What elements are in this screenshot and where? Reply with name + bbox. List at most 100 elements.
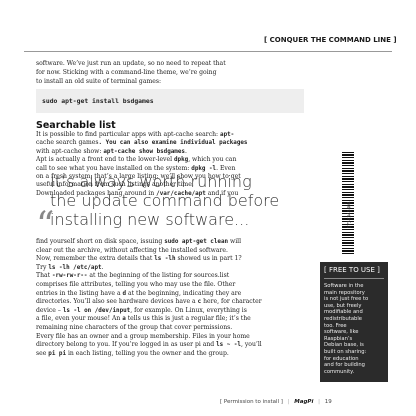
intro-line: software. We’ve just run an update, so n… xyxy=(36,60,226,67)
inline-code: -rw-rw-r-- xyxy=(52,273,88,280)
text-line: on a fresh system, that’s a large listin… xyxy=(36,173,304,181)
text-run: directories. You’ll also see hardware de… xyxy=(36,298,198,306)
quote-mark-icon: “ xyxy=(36,205,55,246)
text-run: Apt is actually a front end to the lower… xyxy=(36,156,174,164)
sidebar-line: too. Free xyxy=(324,322,347,329)
text-run: directory belong to you. If you’re logge… xyxy=(36,341,217,349)
text-line: clear out the archive, without affecting… xyxy=(36,247,304,255)
text-run: in each listing, telling you the owner a… xyxy=(66,349,229,357)
text-run: . Even xyxy=(216,164,236,172)
text-run: useful information from such listings an… xyxy=(36,181,194,189)
text-run: and if you xyxy=(205,189,239,197)
inline-code: c xyxy=(197,299,202,306)
text-run: . xyxy=(184,147,187,155)
text-run: , which you can xyxy=(188,156,237,164)
pull-quote-line: the update command before xyxy=(50,191,280,210)
footer-section-label: [ Permission to install ] xyxy=(220,399,283,405)
text-line: Try ls -lh /etc/apt. xyxy=(36,264,304,272)
text-line: remaining nine characters of the group t… xyxy=(36,324,304,332)
text-run: find yourself short on disk space, issui… xyxy=(36,238,165,245)
section-header: [ CONQUER THE COMMAND LINE ] xyxy=(264,36,397,44)
text-run: remaining nine characters of the group t… xyxy=(36,324,233,331)
text-run: will xyxy=(228,238,242,245)
text-run: device – xyxy=(36,306,63,314)
section-heading: Searchable list xyxy=(36,120,116,131)
inline-code: apt-cache show bsdgames xyxy=(103,148,185,155)
text-run: clear out the archive, without affecting… xyxy=(36,246,228,254)
inline-code: ls -l on /dev/input xyxy=(62,307,131,314)
page-number: 19 xyxy=(324,399,332,405)
inline-code: ls -lh xyxy=(154,256,176,263)
text-run: comprises file attributes, telling you w… xyxy=(36,281,236,288)
text-line: find yourself short on disk space, issui… xyxy=(36,238,304,246)
text-run: at the beginning of the listing for sour… xyxy=(87,272,230,280)
text-run: on a fresh system, that’s a large listin… xyxy=(36,173,241,180)
text-run: see xyxy=(36,349,49,357)
text-run: Now, remember the extra details that xyxy=(36,255,155,263)
text-run: cache search games xyxy=(36,139,99,147)
text-line: comprises file attributes, telling you w… xyxy=(36,281,304,289)
sidebar-line: main repository xyxy=(324,289,365,296)
barcode-number: 1734349404 xyxy=(347,201,353,229)
sidebar-title: [ FREE TO USE ] xyxy=(324,266,380,274)
inline-code: sudo apt-get clean xyxy=(164,239,229,245)
inline-code: dpkg xyxy=(174,157,189,164)
text-line: device – ls -l on /dev/input, for exampl… xyxy=(36,307,304,315)
inline-code: ls ~ -l xyxy=(216,342,241,349)
text-line: directories. You’ll also see hardware de… xyxy=(36,298,304,306)
barcode-graphic xyxy=(342,152,354,256)
text-line: That -rw-rw-r-- at the beginning of the … xyxy=(36,272,304,280)
magazine-logo: MagPi xyxy=(294,399,314,405)
text-run: entries in the listing have a xyxy=(36,289,123,297)
text-line: with apt-cache show: apt-cache show bsdg… xyxy=(36,148,304,156)
text-run: Try xyxy=(36,263,49,271)
intro-line: for now. Sticking with a command-line th… xyxy=(36,69,217,76)
sidebar-line: Raspbian’s xyxy=(324,335,353,342)
footer-separator: | xyxy=(287,399,290,405)
sidebar-line: Debian base, is xyxy=(324,342,364,349)
text-line: entries in the listing have a d at the b… xyxy=(36,290,304,298)
text-line: a file, even your mouse! An a tells us t… xyxy=(36,315,304,323)
text-run: That xyxy=(36,272,53,280)
text-run: tells us this is just a regular file; it… xyxy=(125,315,251,323)
page-footer: [ Permission to install ] | MagPi | 19 xyxy=(220,399,400,409)
inline-code: . You can also examine individual packag… xyxy=(98,140,248,147)
text-run: call to see what you have installed on t… xyxy=(36,164,192,172)
sidebar-line: for education xyxy=(324,355,359,362)
inline-code: ls -lh /etc/apt xyxy=(48,264,102,271)
text-run: at the beginning, indicating they are xyxy=(126,289,242,297)
sidebar-line: built on sharing: xyxy=(324,349,367,355)
text-line: directory belong to you. If you’re logge… xyxy=(36,341,304,349)
text-line: see pi pi in each listing, telling you t… xyxy=(36,350,304,358)
intro-line: to install an old suite of terminal game… xyxy=(36,78,162,85)
sidebar-line: community. xyxy=(324,368,355,375)
inline-code: /var/cache/apt xyxy=(156,190,206,197)
sidebar-box: [ FREE TO USE ] Software in the main repo… xyxy=(320,262,388,382)
text-run: . xyxy=(101,263,104,271)
text-run: Downloaded packages hang around in xyxy=(36,189,157,197)
text-line: cache search games. You can also examine… xyxy=(36,139,304,147)
inline-code: dpkg -l xyxy=(191,165,217,172)
text-run: Every file has an owner and a group memb… xyxy=(36,332,250,340)
sidebar-line: use, but freely xyxy=(324,302,362,309)
text-line: It is possible to find particular apps w… xyxy=(36,131,304,139)
text-run: a file, even your mouse! An xyxy=(36,315,123,323)
text-run: with apt-cache show: xyxy=(36,147,104,155)
text-line: Apt is actually a front end to the lower… xyxy=(36,156,304,164)
text-run: It is possible to find particular apps w… xyxy=(36,131,221,138)
text-run: showed us in part 1? xyxy=(175,255,242,263)
inline-code: pi pi xyxy=(48,350,67,357)
text-line: call to see what you have installed on t… xyxy=(36,165,304,173)
text-line: Downloaded packages hang around in /var/… xyxy=(36,190,304,198)
text-run: , for example. On Linux, everything is xyxy=(130,306,247,314)
sidebar-line: redistributable xyxy=(324,316,362,322)
header-divider xyxy=(24,51,392,52)
code-command: sudo apt-get install bsdgames xyxy=(42,97,154,105)
sidebar-line: software, like xyxy=(324,329,359,336)
code-block xyxy=(36,89,304,113)
sidebar-line: Software in the xyxy=(324,283,364,289)
footer-separator: | xyxy=(318,399,320,405)
text-run: here, for character xyxy=(201,298,262,306)
inline-code: d xyxy=(122,290,127,297)
sidebar-line: modifiable and xyxy=(324,309,363,316)
